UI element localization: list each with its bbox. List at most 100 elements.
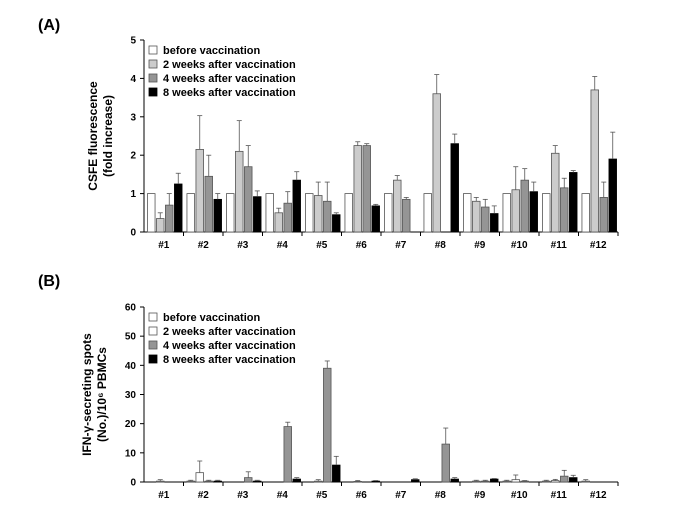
bar-p4-series-1 (274, 212, 283, 233)
y-tick-label: 30 (125, 390, 137, 401)
legend-label-3: 8 weeks after vaccination (163, 87, 296, 99)
legend-label-0: before vaccination (163, 45, 260, 57)
bar-p1-series-0 (147, 193, 156, 233)
legend-box (149, 309, 314, 367)
legend-label-2: 4 weeks after vaccination (163, 340, 296, 352)
bar-p7-series-3 (411, 479, 420, 483)
legend-label-1: 2 weeks after vaccination (163, 326, 296, 338)
bar-p10-series-2 (520, 179, 529, 233)
bar-p2-series-3 (213, 198, 222, 233)
bar-p9-series-2 (481, 480, 490, 483)
legend-swatch-3 (148, 87, 158, 97)
bar-p1-series-1 (156, 480, 165, 483)
y-tick-label: 50 (125, 332, 137, 343)
bar-p3-series-0 (226, 193, 235, 233)
bar-p10-series-1 (511, 189, 520, 233)
legend: before vaccination 2 weeks after vaccinat… (148, 309, 314, 367)
bar-p11-series-0 (542, 480, 551, 483)
panel-label: (A) (38, 17, 60, 34)
bar-p8-series-1 (432, 93, 441, 233)
bar-p8-series-3 (450, 143, 459, 233)
x-tick-label: #8 (435, 240, 447, 251)
y-axis-title: IFN-γ-secreting spots (80, 333, 94, 456)
x-tick-label: #3 (237, 240, 249, 251)
bar-p11-series-1 (551, 152, 560, 233)
legend-swatch-2 (148, 73, 158, 83)
x-tick-label: #9 (474, 240, 486, 251)
x-tick-label: #5 (316, 240, 328, 251)
x-tick-label: #10 (511, 240, 528, 251)
legend-swatch-0 (148, 45, 158, 55)
bar-p3-series-2 (244, 477, 253, 483)
y-axis-title: (No.)/10⁶ PBMCs (95, 347, 109, 442)
legend-swatch-1 (148, 326, 158, 336)
bar-p5-series-0 (305, 193, 314, 233)
bar-p12-series-2 (599, 197, 608, 233)
bar-p6-series-0 (344, 193, 353, 233)
bar-p11-series-3 (569, 172, 578, 233)
y-tick-label: 3 (130, 112, 136, 123)
bar-p2-series-2 (204, 175, 213, 233)
x-tick-label: #7 (395, 490, 407, 501)
bar-p6-series-1 (353, 481, 362, 483)
x-tick-label: #10 (511, 490, 528, 501)
bar-p5-series-2 (323, 367, 332, 483)
bar-p8-series-3 (450, 478, 459, 483)
x-tick-label: #6 (356, 490, 368, 501)
bar-p9-series-2 (481, 206, 490, 233)
x-tick-label: #8 (435, 490, 447, 501)
x-tick-label: #2 (198, 240, 210, 251)
legend: before vaccination 2 weeks after vaccinat… (148, 42, 314, 100)
bar-p2-series-1 (195, 149, 204, 233)
bar-p11-series-3 (569, 477, 578, 483)
bar-p2-series-2 (204, 480, 213, 483)
bar-p12-series-0 (581, 480, 590, 483)
x-tick-label: #1 (158, 490, 170, 501)
bar-p5-series-1 (314, 195, 323, 233)
y-tick-label: 2 (130, 151, 136, 162)
legend-swatch-0 (148, 312, 158, 322)
x-tick-label: #12 (590, 490, 607, 501)
legend-swatch-2 (148, 340, 158, 350)
legend-label-0: before vaccination (163, 312, 260, 324)
bar-p2-series-0 (186, 480, 195, 483)
legend-swatch-3 (148, 354, 158, 364)
y-tick-label: 1 (130, 189, 136, 200)
y-tick-label: 0 (130, 228, 136, 239)
bar-p9-series-3 (490, 213, 499, 233)
bar-p8-series-2 (441, 443, 450, 483)
bar-p9-series-1 (472, 480, 481, 483)
bar-p3-series-3 (253, 196, 262, 233)
y-tick-label: 60 (125, 303, 137, 314)
bar-p6-series-2 (362, 145, 371, 233)
bar-p10-series-0 (502, 193, 511, 233)
bar-p10-series-1 (511, 479, 520, 483)
y-tick-label: 4 (130, 74, 136, 85)
legend-label-1: 2 weeks after vaccination (163, 59, 296, 71)
bar-p7-series-0 (384, 193, 393, 233)
panel-a-chart: (A) CSFE fluorescence (fold increase) 0 1 2 3 4… (38, 17, 619, 251)
y-tick-label: 0 (130, 478, 136, 489)
bar-p4-series-2 (283, 426, 292, 483)
bar-p9-series-3 (490, 478, 499, 483)
bar-p11-series-2 (560, 187, 569, 233)
x-tick-label: #4 (277, 490, 289, 501)
y-tick-label: 5 (130, 36, 136, 47)
bar-p4-series-0 (265, 193, 274, 233)
y-tick-label: 10 (125, 448, 137, 459)
x-tick-label: #7 (395, 240, 407, 251)
panel-b-chart: (B) IFN-γ-secreting spots (No.)/10⁶ PBMCs 0… (38, 273, 619, 501)
bar-p6-series-3 (371, 480, 380, 483)
legend-label-2: 4 weeks after vaccination (163, 73, 296, 85)
bar-p9-series-0 (463, 193, 472, 233)
bar-p1-series-3 (174, 183, 183, 233)
y-tick-label: 20 (125, 419, 137, 430)
bar-p12-series-3 (608, 158, 617, 233)
bar-p6-series-3 (371, 205, 380, 233)
bar-p9-series-1 (472, 200, 481, 233)
bar-p2-series-3 (213, 480, 222, 483)
bar-p11-series-2 (560, 475, 569, 483)
x-tick-label: #12 (590, 240, 607, 251)
x-tick-label: #9 (474, 490, 486, 501)
